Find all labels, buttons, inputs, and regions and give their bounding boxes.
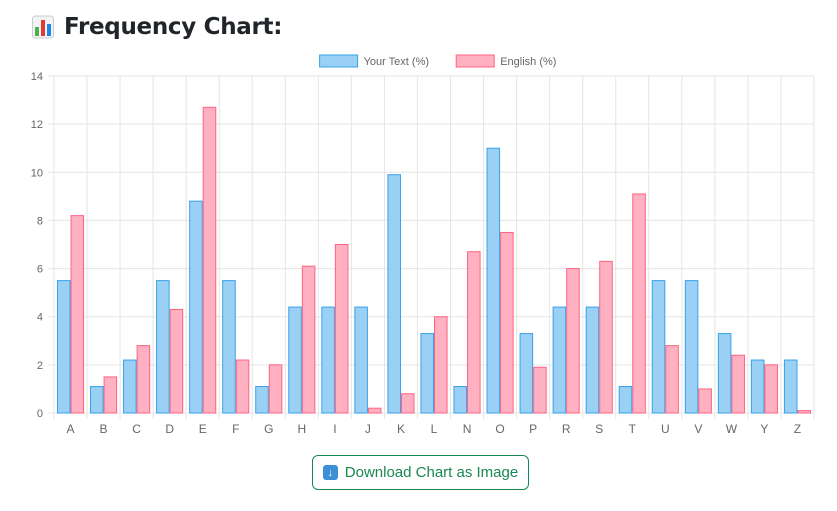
x-tick-label: N: [463, 422, 472, 436]
bar-your-text-t: [618, 386, 633, 414]
bar-your-text-s: [585, 306, 600, 414]
bar-english-c: [136, 345, 151, 414]
y-tick-label: 2: [37, 360, 43, 372]
y-tick-label: 8: [37, 215, 43, 227]
bar-your-text-k: [387, 174, 401, 414]
legend-label: English (%): [500, 56, 556, 68]
download-chart-button[interactable]: ↓ Download Chart as Image: [312, 455, 529, 490]
bar-english-k: [400, 393, 415, 414]
page-title: Frequency Chart:: [64, 14, 283, 40]
x-tick-label: V: [694, 422, 702, 436]
bar-your-text-z: [783, 359, 798, 414]
bar-your-text-f: [222, 280, 236, 414]
bar-english-w: [731, 354, 745, 414]
x-tick-label: F: [232, 422, 239, 436]
bar-your-text-h: [288, 306, 302, 414]
bar-english-h: [301, 265, 316, 414]
bar-english-s: [599, 260, 613, 414]
bar-your-text-o: [486, 147, 501, 414]
bar-english-v: [698, 388, 712, 414]
y-tick-label: 12: [31, 119, 43, 131]
x-tick-label: B: [100, 422, 108, 436]
x-tick-label: S: [595, 422, 603, 436]
y-tick-label: 6: [37, 264, 43, 276]
bar-english-u: [665, 345, 679, 414]
bar-your-text-u: [651, 280, 666, 414]
bar-english-e: [202, 106, 217, 414]
x-tick-label: W: [726, 422, 738, 436]
page-header: Frequency Chart:: [32, 12, 282, 42]
x-tick-label: T: [629, 422, 637, 436]
legend-swatch: [319, 54, 359, 68]
bar-your-text-y: [750, 359, 765, 414]
bar-english-z: [797, 410, 812, 414]
x-tick-label: E: [199, 422, 207, 436]
bar-your-text-i: [321, 306, 335, 414]
bar-your-text-a: [56, 280, 71, 414]
bar-your-text-g: [255, 386, 269, 414]
x-tick-label: O: [495, 422, 504, 436]
x-tick-label: J: [365, 422, 371, 436]
x-tick-label: Y: [760, 422, 768, 436]
bar-english-t: [632, 193, 646, 414]
y-tick-label: 4: [37, 312, 43, 324]
bar-your-text-v: [684, 280, 699, 414]
bar-your-text-e: [189, 200, 203, 414]
x-tick-label: Z: [794, 422, 801, 436]
bar-your-text-b: [90, 386, 104, 414]
download-arrow-icon: ↓: [322, 465, 338, 480]
frequency-bar-chart: 0 2 4 6 8 10 12 14 A B C D E F G H I J K L N O P R S T U V W Y Z Your T…: [31, 54, 815, 436]
bar-your-text-d: [156, 280, 170, 414]
download-chart-button-label: Download Chart as Image: [344, 464, 519, 481]
bar-english-y: [764, 364, 778, 414]
x-tick-label: I: [333, 422, 336, 436]
bar-english-i: [334, 244, 349, 414]
bar-your-text-c: [123, 359, 137, 414]
x-tick-label: H: [297, 422, 306, 436]
x-tick-label: L: [431, 422, 438, 436]
bar-your-text-l: [420, 333, 435, 414]
x-tick-label: U: [661, 422, 670, 436]
x-tick-label: R: [562, 422, 571, 436]
bar-english-o: [500, 231, 514, 414]
x-tick-label: K: [397, 422, 405, 436]
bar-english-p: [533, 366, 547, 414]
bar-your-text-p: [519, 333, 534, 414]
y-tick-label: 0: [37, 408, 43, 420]
x-tick-label: A: [67, 422, 75, 436]
bar-english-r: [566, 268, 580, 414]
x-tick-label: D: [165, 422, 174, 436]
bar-english-l: [434, 316, 448, 414]
bar-your-text-r: [552, 306, 567, 414]
bar-your-text-n: [453, 386, 468, 414]
bar-english-a: [70, 215, 85, 414]
x-tick-label: G: [264, 422, 273, 436]
y-tick-label: 10: [31, 167, 43, 179]
bar-english-d: [169, 308, 184, 414]
bar-chart-icon: [32, 15, 54, 39]
bar-your-text-w: [717, 333, 732, 414]
bar-english-j: [367, 407, 382, 414]
legend-label: Your Text (%): [364, 56, 429, 68]
bar-english-b: [103, 376, 118, 414]
bar-english-f: [235, 359, 250, 414]
x-tick-label: C: [132, 422, 141, 436]
legend-swatch: [455, 54, 495, 68]
bar-english-g: [268, 364, 283, 414]
bar-your-text-j: [354, 306, 368, 414]
y-tick-label: 14: [31, 71, 43, 83]
x-tick-label: P: [529, 422, 537, 436]
bar-english-n: [467, 251, 481, 414]
